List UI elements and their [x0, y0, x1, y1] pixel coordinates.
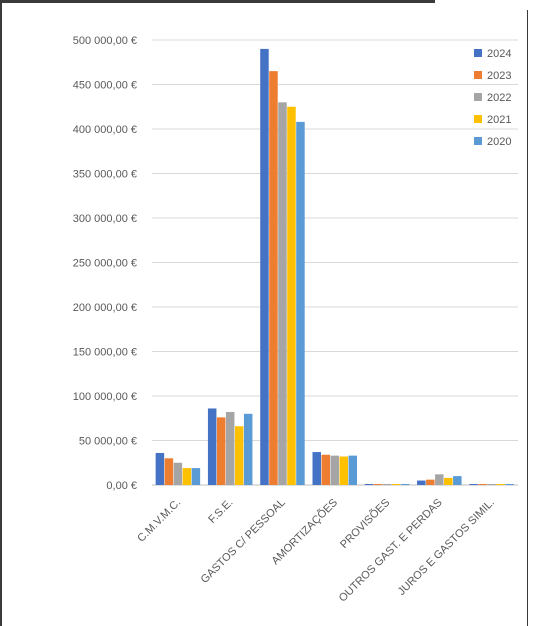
bar-2023	[373, 484, 383, 485]
bar-2021	[234, 426, 244, 485]
bar-2022	[278, 102, 287, 486]
bar-2024	[364, 484, 374, 485]
bar-2021	[182, 468, 192, 485]
frame-right-border	[527, 10, 528, 626]
x-axis-category-labels: C.M.V.M.C. F.S.E.GASTOS C/ PESSOALAMORTIZ…	[135, 496, 497, 605]
bar-2021	[287, 106, 296, 485]
legend: 2024 2023 2022 2021 2020	[474, 48, 511, 148]
bar-2021	[444, 477, 453, 485]
bars	[155, 48, 514, 486]
bar-2023	[216, 417, 226, 485]
y-tick-label: 200 000,00 €	[73, 302, 137, 314]
legend-label: 2023	[487, 70, 511, 82]
bar-2024	[155, 452, 165, 485]
gridlines	[152, 39, 518, 486]
category-label: PROVISÕES	[337, 496, 392, 551]
bar-2020	[296, 121, 305, 485]
bar-2022	[435, 474, 444, 485]
bar-2022	[225, 412, 235, 485]
bar-2020	[191, 468, 201, 485]
legend-label: 2022	[487, 92, 511, 104]
bar-2022	[173, 462, 183, 485]
y-tick-label: 500 000,00 €	[73, 35, 137, 47]
legend-label: 2024	[487, 48, 511, 60]
bar-2021	[339, 456, 348, 485]
frame-left-border	[0, 0, 2, 626]
bar-2020	[400, 484, 410, 485]
bar-2021	[391, 484, 401, 485]
bar-2020	[453, 476, 462, 485]
y-tick-label: 250 000,00 €	[73, 258, 137, 270]
y-tick-label: 0,00 €	[106, 480, 137, 492]
y-tick-label: 150 000,00 €	[73, 347, 137, 359]
bar-2023	[426, 479, 435, 485]
bar-2022	[382, 484, 392, 485]
legend-swatch	[474, 93, 482, 101]
bar-2024	[312, 452, 321, 485]
bar-2023	[269, 71, 278, 486]
category-label: JUROS E GASTOS SIMIL.	[396, 497, 497, 598]
y-tick-label: 300 000,00 €	[73, 213, 137, 225]
y-tick-label: 100 000,00 €	[73, 391, 137, 403]
bar-2023	[478, 484, 487, 485]
legend-label: 2020	[487, 136, 511, 148]
bar-2024	[417, 480, 426, 485]
category-label: GASTOS C/ PESSOAL	[199, 497, 288, 586]
bar-2024	[260, 48, 269, 486]
legend-swatch	[474, 49, 482, 57]
category-label: C.M.V.M.C.	[135, 497, 183, 545]
y-tick-label: 50 000,00 €	[79, 436, 137, 448]
bar-2020	[505, 484, 514, 485]
bar-2023	[164, 458, 174, 485]
bar-2020	[243, 413, 253, 485]
y-tick-label: 450 000,00 €	[73, 80, 137, 92]
y-tick-label: 400 000,00 €	[73, 124, 137, 136]
bar-2020	[348, 455, 357, 485]
legend-swatch	[474, 71, 482, 79]
bar-2021	[496, 484, 505, 485]
frame-top-border	[0, 0, 435, 3]
bar-2024	[207, 408, 217, 485]
bar-2022	[487, 484, 496, 485]
bar-2024	[469, 484, 478, 485]
bar-2022	[330, 455, 339, 485]
bar-2023	[321, 454, 330, 485]
category-label: OUTROS GAST. E PERDAS	[337, 497, 445, 605]
category-label: F.S.E.	[206, 497, 235, 526]
y-tick-label: 350 000,00 €	[73, 169, 137, 181]
legend-swatch	[474, 137, 482, 145]
y-axis-tick-labels: 0,00 € 50 000,00 € 100 000,00 € 150 000,00 …	[73, 35, 137, 492]
legend-swatch	[474, 115, 482, 123]
legend-label: 2021	[487, 114, 511, 126]
